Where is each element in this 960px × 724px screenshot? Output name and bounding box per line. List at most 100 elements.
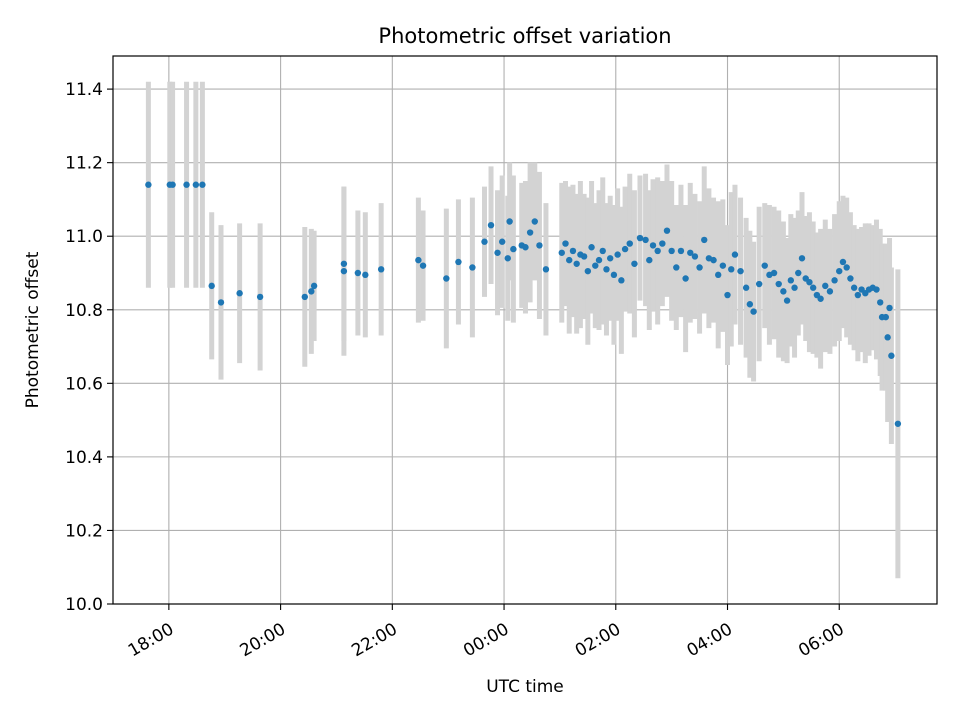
data-point <box>618 277 625 284</box>
data-point <box>731 251 739 258</box>
data-point <box>742 284 750 291</box>
data-point <box>822 282 829 290</box>
y-axis-ticks: 10.0 10.2 10.4 10.6 10.8 11.0 11.2 11.4 <box>65 80 113 615</box>
data-point <box>522 244 529 251</box>
data-point <box>595 256 603 264</box>
y-tick-label: 10.2 <box>65 521 103 541</box>
data-point <box>169 181 176 188</box>
data-point <box>668 247 675 255</box>
data-point <box>481 238 488 245</box>
data-point <box>770 269 778 277</box>
data-point <box>714 271 722 279</box>
data-point <box>649 242 657 249</box>
data-point <box>377 266 385 273</box>
y-tick-label: 10.8 <box>65 301 103 321</box>
data-point <box>746 301 754 308</box>
data-point <box>894 420 902 427</box>
data-point <box>614 251 621 258</box>
data-point <box>761 262 768 269</box>
data-point <box>584 267 592 275</box>
data-point <box>755 280 763 288</box>
data-point <box>682 275 689 282</box>
x-axis-label: UTC time <box>486 677 564 697</box>
data-point <box>750 308 757 315</box>
data-point <box>610 271 618 279</box>
data-point <box>599 247 606 255</box>
data-point <box>526 229 534 236</box>
data-point <box>654 247 661 255</box>
data-point <box>558 249 565 256</box>
data-point <box>236 290 243 297</box>
data-point <box>531 218 538 225</box>
data-point <box>192 181 200 188</box>
data-point <box>354 269 362 277</box>
data-point <box>580 253 588 260</box>
data-point <box>310 282 318 290</box>
data-point <box>566 256 573 264</box>
data-point <box>854 291 862 299</box>
data-point <box>183 181 190 188</box>
data-point <box>415 256 422 264</box>
data-point <box>806 278 813 286</box>
data-point <box>340 267 348 275</box>
data-point <box>419 262 427 269</box>
chart-title: Photometric offset variation <box>378 24 671 48</box>
y-axis-label: Photometric offset <box>23 251 43 408</box>
data-point <box>510 245 517 253</box>
data-point <box>850 284 858 291</box>
data-point <box>308 288 315 295</box>
data-point <box>199 181 206 188</box>
data-point <box>873 286 880 293</box>
y-tick-label: 11.0 <box>65 227 103 247</box>
data-point <box>504 255 511 262</box>
data-point <box>877 299 884 306</box>
data-point <box>673 264 680 271</box>
y-tick-label: 10.4 <box>65 448 103 468</box>
data-point <box>256 293 264 301</box>
data-point <box>573 260 580 267</box>
data-point <box>506 218 513 225</box>
data-point <box>839 258 847 266</box>
data-point <box>455 258 462 266</box>
y-tick-label: 11.2 <box>65 154 103 174</box>
data-point <box>809 284 817 291</box>
data-point <box>569 247 577 255</box>
data-point <box>677 247 685 255</box>
data-point <box>831 277 838 284</box>
data-point <box>826 288 834 295</box>
data-point <box>642 236 649 244</box>
data-point <box>847 275 854 282</box>
data-point <box>737 267 744 275</box>
data-point <box>443 275 450 282</box>
data-point <box>340 260 348 267</box>
data-point <box>659 240 666 247</box>
data-point <box>780 288 787 295</box>
data-point <box>691 253 699 260</box>
data-point <box>631 260 638 267</box>
data-point <box>724 291 731 299</box>
data-point <box>787 277 795 284</box>
data-point <box>783 297 791 304</box>
data-point <box>817 295 824 302</box>
data-point <box>469 264 476 271</box>
data-point <box>217 299 225 306</box>
data-point <box>592 262 599 269</box>
data-point <box>542 266 550 273</box>
data-point <box>588 244 595 251</box>
data-point <box>719 262 727 269</box>
data-point <box>882 313 889 321</box>
data-point <box>687 249 694 256</box>
data-point <box>836 267 843 275</box>
data-point <box>208 282 215 290</box>
data-point <box>362 271 369 279</box>
data-point <box>301 293 309 301</box>
data-point <box>621 245 629 253</box>
data-point <box>843 264 850 271</box>
data-point <box>663 227 671 234</box>
data-point <box>626 240 633 247</box>
data-points <box>145 181 902 427</box>
data-point <box>791 284 798 291</box>
data-point <box>884 334 891 341</box>
